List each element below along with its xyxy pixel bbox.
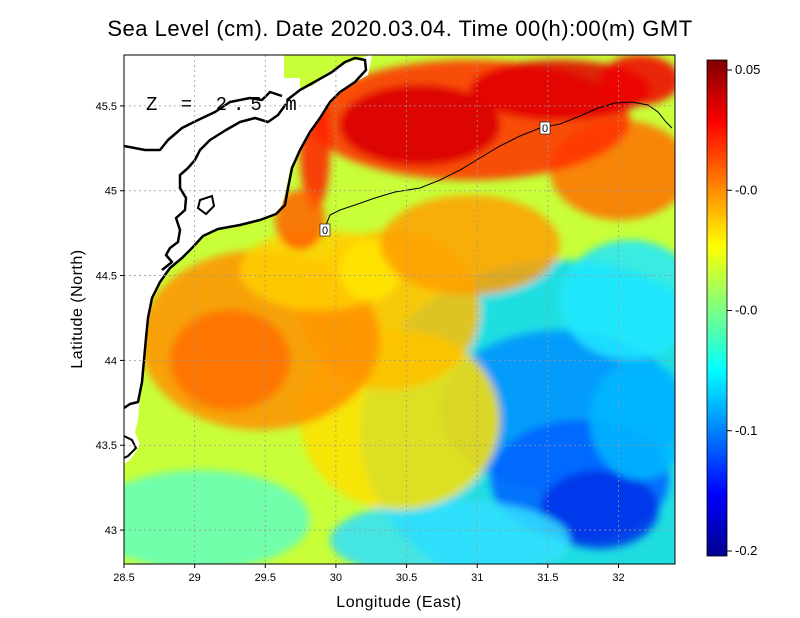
- y-tick-label: 45: [105, 186, 117, 198]
- x-tick-label: 31: [471, 572, 483, 584]
- estuary-coastline: [161, 103, 288, 271]
- y-tick-label: 44.5: [96, 271, 117, 283]
- x-tick-label: 29.5: [255, 572, 276, 584]
- colorbar-ticks: 0.05 -0.0 -0.0 -0.1 -0.2: [727, 62, 760, 558]
- x-axis-ticks: 28.5 29 29.5 30 30.5 31 31.5 32: [113, 564, 625, 584]
- sea-level-patch: [124, 470, 310, 564]
- sea-level-patch: [380, 195, 560, 295]
- contour-label-west: 0: [319, 223, 331, 237]
- colorbar-tick-label: 0.05: [735, 62, 760, 77]
- coastline-north: [124, 90, 283, 152]
- svg-text:0: 0: [322, 225, 328, 237]
- colorbar-tick-label: -0.0: [735, 182, 757, 197]
- x-tick-label: 28.5: [113, 572, 134, 584]
- south-coastline: [124, 435, 138, 459]
- sea-level-patch: [275, 190, 325, 250]
- x-tick-label: 31.5: [537, 572, 558, 584]
- y-tick-label: 43: [105, 525, 117, 537]
- sea-level-patch: [330, 500, 570, 564]
- land-mass: [124, 55, 372, 464]
- y-axis-label: Latitude (North): [69, 249, 86, 368]
- y-tick-label: 43.5: [96, 440, 117, 452]
- plot-frame: [123, 54, 676, 565]
- sea-level-patch: [600, 55, 675, 105]
- sea-level-patch: [560, 240, 675, 360]
- x-tick-label: 30.5: [396, 572, 417, 584]
- chart-title: Sea Level (cm). Date 2020.03.04. Time 00…: [107, 16, 693, 41]
- x-tick-label: 29: [189, 572, 201, 584]
- y-tick-label: 45.5: [96, 101, 117, 113]
- sea-level-field: [124, 55, 675, 564]
- colorbar-tick-label: -0.2: [735, 543, 757, 558]
- colorbar-tick-label: -0.1: [735, 423, 757, 438]
- svg-text:0: 0: [542, 123, 548, 135]
- x-axis-label: Longitude (East): [336, 594, 461, 611]
- zero-contour-line: [325, 101, 673, 226]
- colorbar: [706, 59, 728, 557]
- contour-label-east: 0: [539, 121, 551, 135]
- x-tick-label: 30: [330, 572, 342, 584]
- colorbar-tick-label: -0.0: [735, 303, 757, 318]
- y-axis-ticks: 43 43.5 44 44.5 45 45.5: [96, 101, 124, 537]
- coastline: [124, 56, 368, 410]
- x-tick-label: 32: [612, 572, 624, 584]
- sea-level-patch: [590, 360, 675, 480]
- sea-level-patch: [340, 85, 500, 165]
- lagoon-coastline: [196, 194, 216, 216]
- y-tick-label: 44: [105, 355, 117, 367]
- depth-annotation: Z = 2.5 m: [146, 94, 303, 116]
